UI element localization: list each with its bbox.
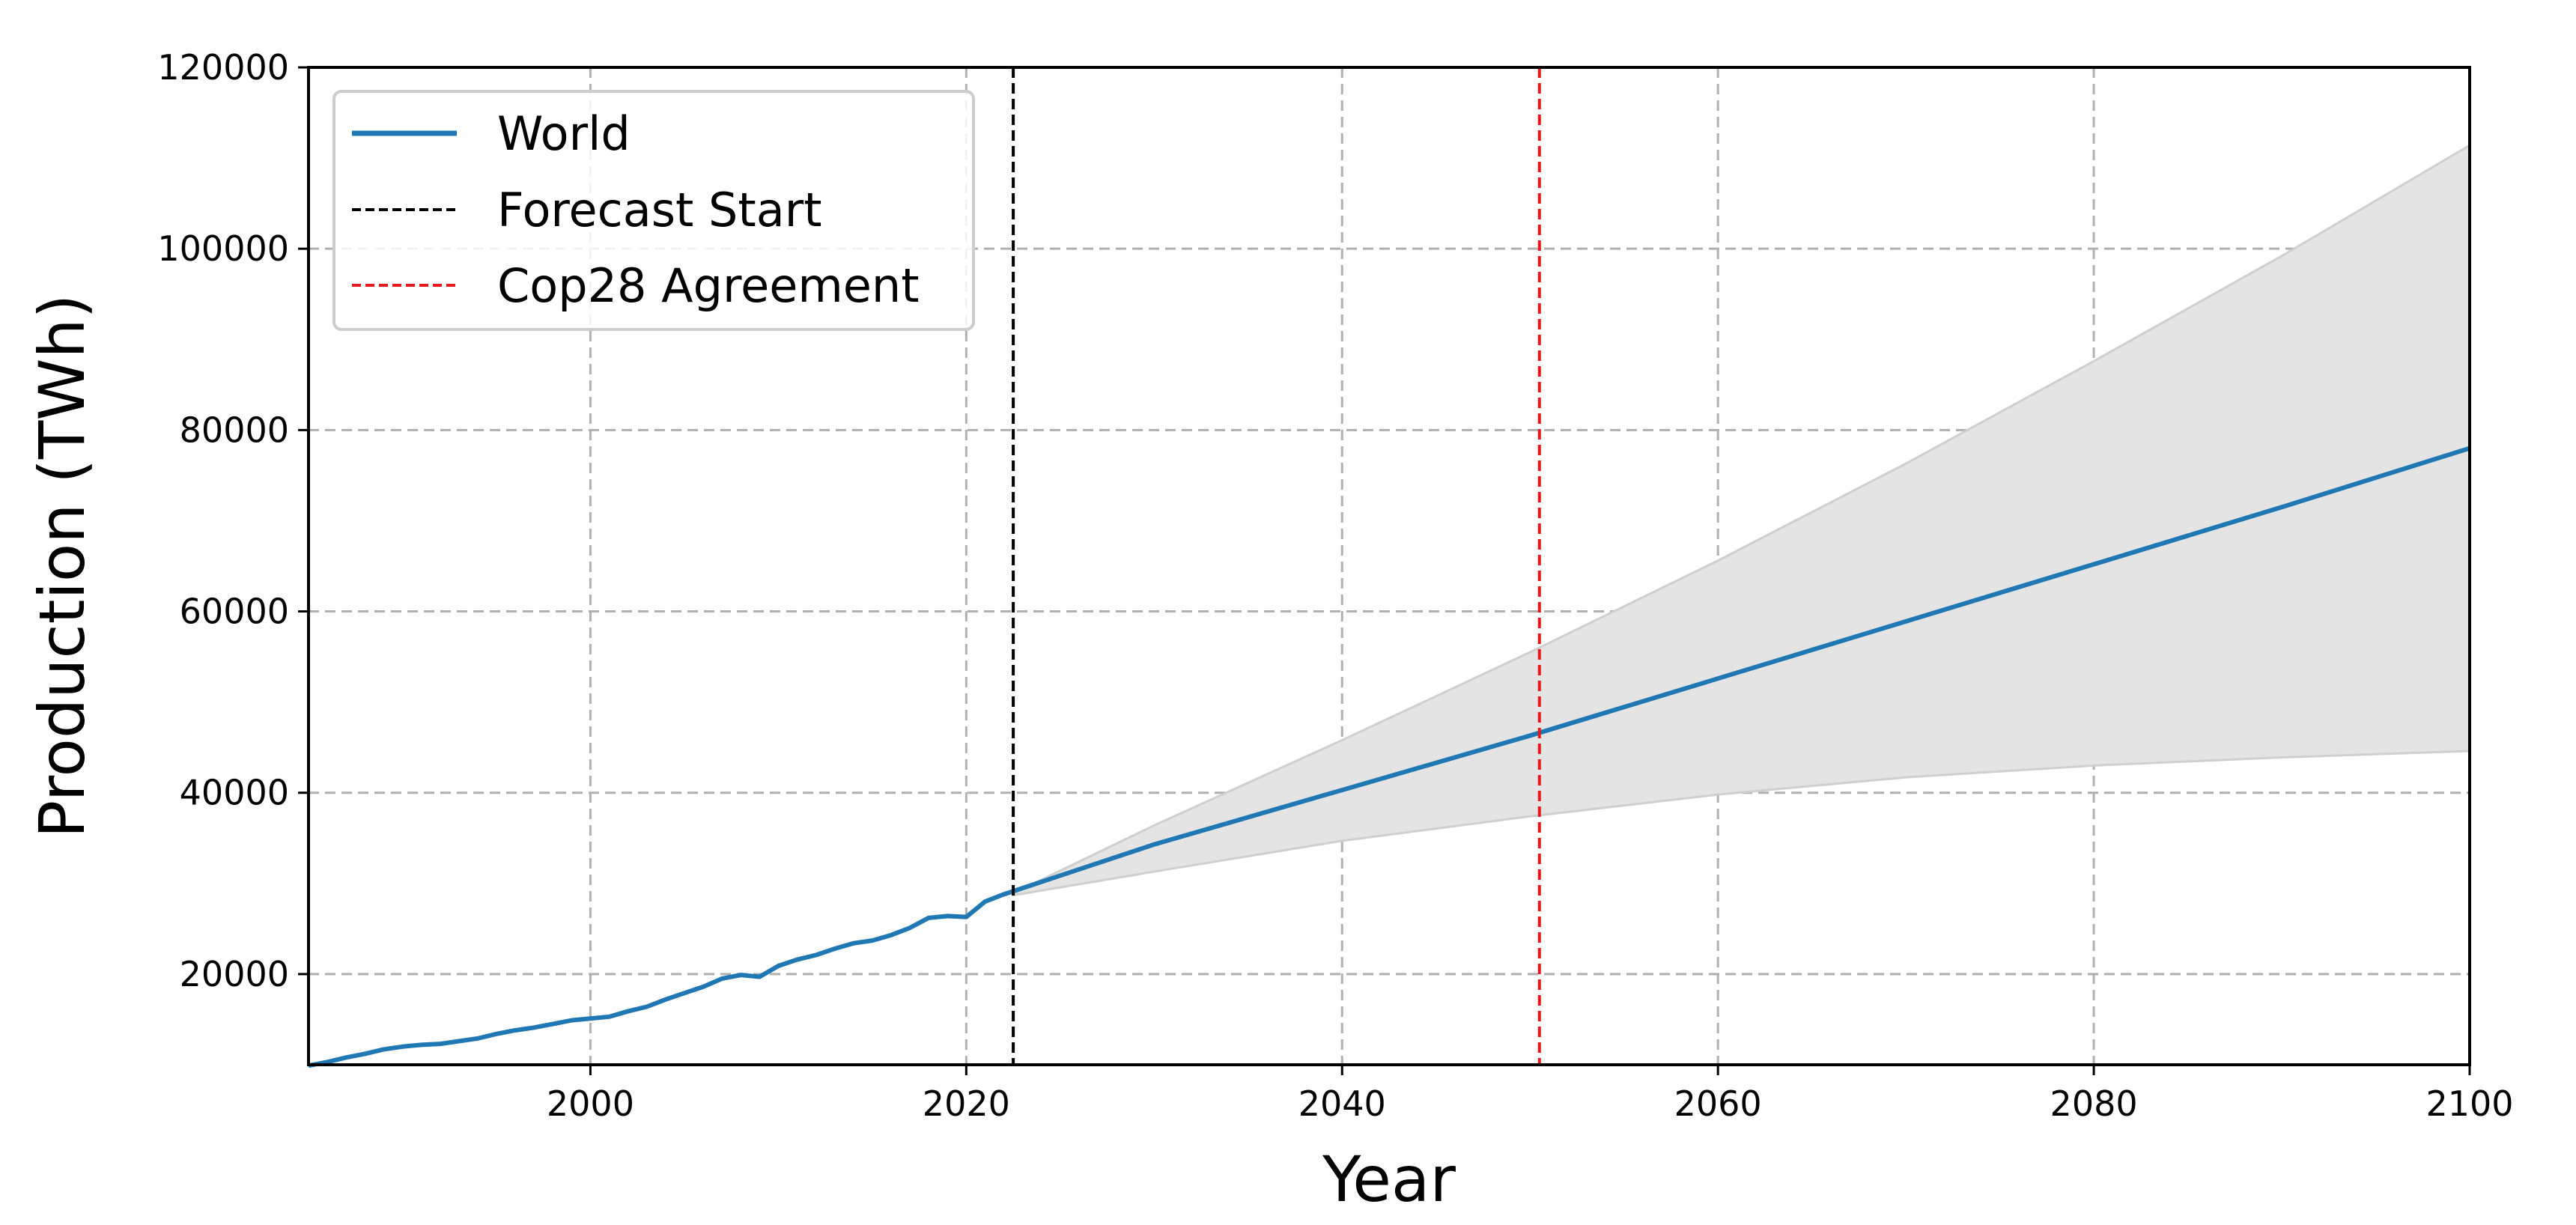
legend-box <box>332 90 975 331</box>
x-tick-label-5: 2100 <box>2425 1083 2513 1124</box>
x-tick-label-4: 2080 <box>2050 1083 2138 1124</box>
y-tick-label-1: 40000 <box>180 773 289 813</box>
y-tick-label-3: 80000 <box>180 410 289 450</box>
legend-label-world: World <box>497 106 631 161</box>
vertical-lines-layer <box>1012 67 1541 1065</box>
plot-frame <box>307 66 2471 1066</box>
x-axis-ticks: 2000 2020 2040 2060 2080 2100 <box>547 1065 2514 1124</box>
y-axis-ticks: 20000 40000 60000 80000 100000 120000 <box>157 47 309 994</box>
y-tick-label-2: 60000 <box>180 592 289 632</box>
x-tick-label-1: 2020 <box>923 1083 1010 1124</box>
y-tick-label-0: 20000 <box>180 954 289 994</box>
x-tick-label-0: 2000 <box>547 1083 634 1124</box>
y-tick-label-4: 100000 <box>157 228 289 269</box>
series-line-world <box>308 446 2470 1069</box>
x-tick-label-3: 2060 <box>1674 1083 1762 1124</box>
legend: World Forecast Start Cop28 Agreement <box>332 90 975 331</box>
x-axis-label: Year <box>1322 1143 1456 1216</box>
x-tick-label-2: 2040 <box>1298 1083 1386 1124</box>
y-tick-label-5: 120000 <box>157 47 289 88</box>
legend-label-forecast-start: Forecast Start <box>497 183 822 237</box>
legend-label-cop28: Cop28 Agreement <box>497 258 920 313</box>
y-axis-label: Production (TWh) <box>25 294 99 839</box>
series-layer <box>308 446 2470 1069</box>
